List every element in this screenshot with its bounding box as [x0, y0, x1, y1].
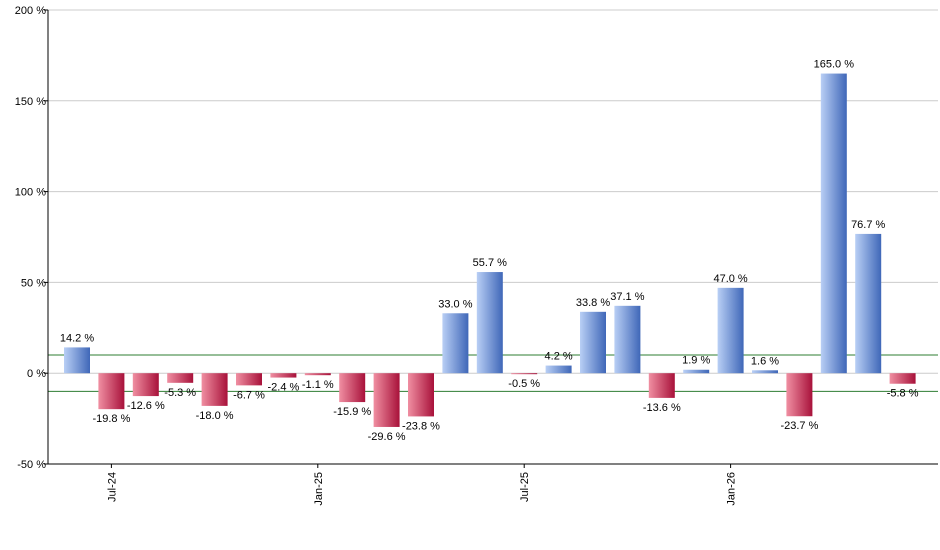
bar	[132, 373, 159, 397]
bar-value-label: 33.8 %	[576, 297, 610, 309]
bar	[442, 313, 469, 374]
bar	[98, 373, 125, 410]
bar-value-label: -19.8 %	[92, 413, 130, 425]
bar	[201, 373, 228, 406]
bar	[752, 370, 778, 374]
bar	[683, 369, 710, 374]
bar-value-label: 1.9 %	[682, 355, 710, 367]
x-tick-label: Jan-26	[726, 472, 738, 506]
bar-value-label: -5.3 %	[164, 387, 196, 399]
bar-value-label: -13.6 %	[643, 402, 681, 414]
bar-value-label: -2.4 %	[268, 382, 300, 394]
bar	[545, 365, 572, 374]
bar-value-label: -29.6 %	[368, 431, 406, 443]
bar	[339, 373, 366, 403]
bar-value-label: -12.6 %	[127, 400, 165, 412]
bar-value-label: -1.1 %	[302, 379, 334, 391]
bar	[614, 305, 641, 374]
bar-value-label: 37.1 %	[610, 291, 644, 303]
bar-value-label: -6.7 %	[233, 389, 265, 401]
bar-value-label: 76.7 %	[851, 219, 885, 231]
bar	[373, 373, 400, 427]
bar-value-label: 165.0 %	[814, 59, 855, 71]
bar	[236, 373, 262, 386]
bar-value-label: -23.7 %	[780, 420, 818, 432]
x-tick-label: Jul-24	[106, 472, 118, 502]
bar	[580, 311, 606, 374]
bar	[717, 287, 744, 374]
bar-value-label: -5.8 %	[887, 388, 919, 400]
bars	[64, 73, 916, 427]
bar	[786, 373, 813, 417]
bar-value-label: 33.0 %	[438, 298, 472, 310]
bar	[304, 373, 331, 376]
bar-value-label: -18.0 %	[196, 410, 234, 422]
y-tick-label: 0 %	[27, 368, 46, 380]
x-tick-label: Jan-25	[313, 472, 325, 506]
y-tick-label: 200 %	[15, 5, 46, 17]
bar	[820, 73, 847, 374]
y-tick-label: 150 %	[15, 96, 46, 108]
bar-value-label: 47.0 %	[713, 273, 747, 285]
bar	[167, 373, 194, 383]
bar-value-label: 4.2 %	[545, 351, 573, 363]
bar	[408, 373, 434, 417]
y-tick-label: 100 %	[15, 187, 46, 199]
bar	[476, 272, 503, 374]
data-labels: 14.2 %-19.8 %-12.6 %-5.3 %-18.0 %-6.7 %-…	[60, 59, 919, 443]
y-tick-label: -50 %	[17, 459, 46, 471]
bar-value-label: -0.5 %	[508, 378, 540, 390]
bar-value-label: 14.2 %	[60, 332, 94, 344]
bar	[889, 373, 916, 384]
bar-value-label: -23.8 %	[402, 420, 440, 432]
bar-value-label: 1.6 %	[751, 355, 779, 367]
axes: -50 % 0 % 50 % 100 % 150 % 200 % Jul-24 Jan-25 J…	[15, 5, 938, 506]
bar	[270, 373, 297, 378]
bar	[855, 233, 882, 374]
bar	[64, 347, 90, 374]
bar-value-label: -15.9 %	[333, 406, 371, 418]
y-tick-label: 50 %	[21, 277, 46, 289]
bar	[511, 373, 538, 375]
x-tick-label: Jul-25	[519, 472, 531, 502]
bar	[648, 373, 675, 398]
bar-value-label: 55.7 %	[473, 257, 507, 269]
